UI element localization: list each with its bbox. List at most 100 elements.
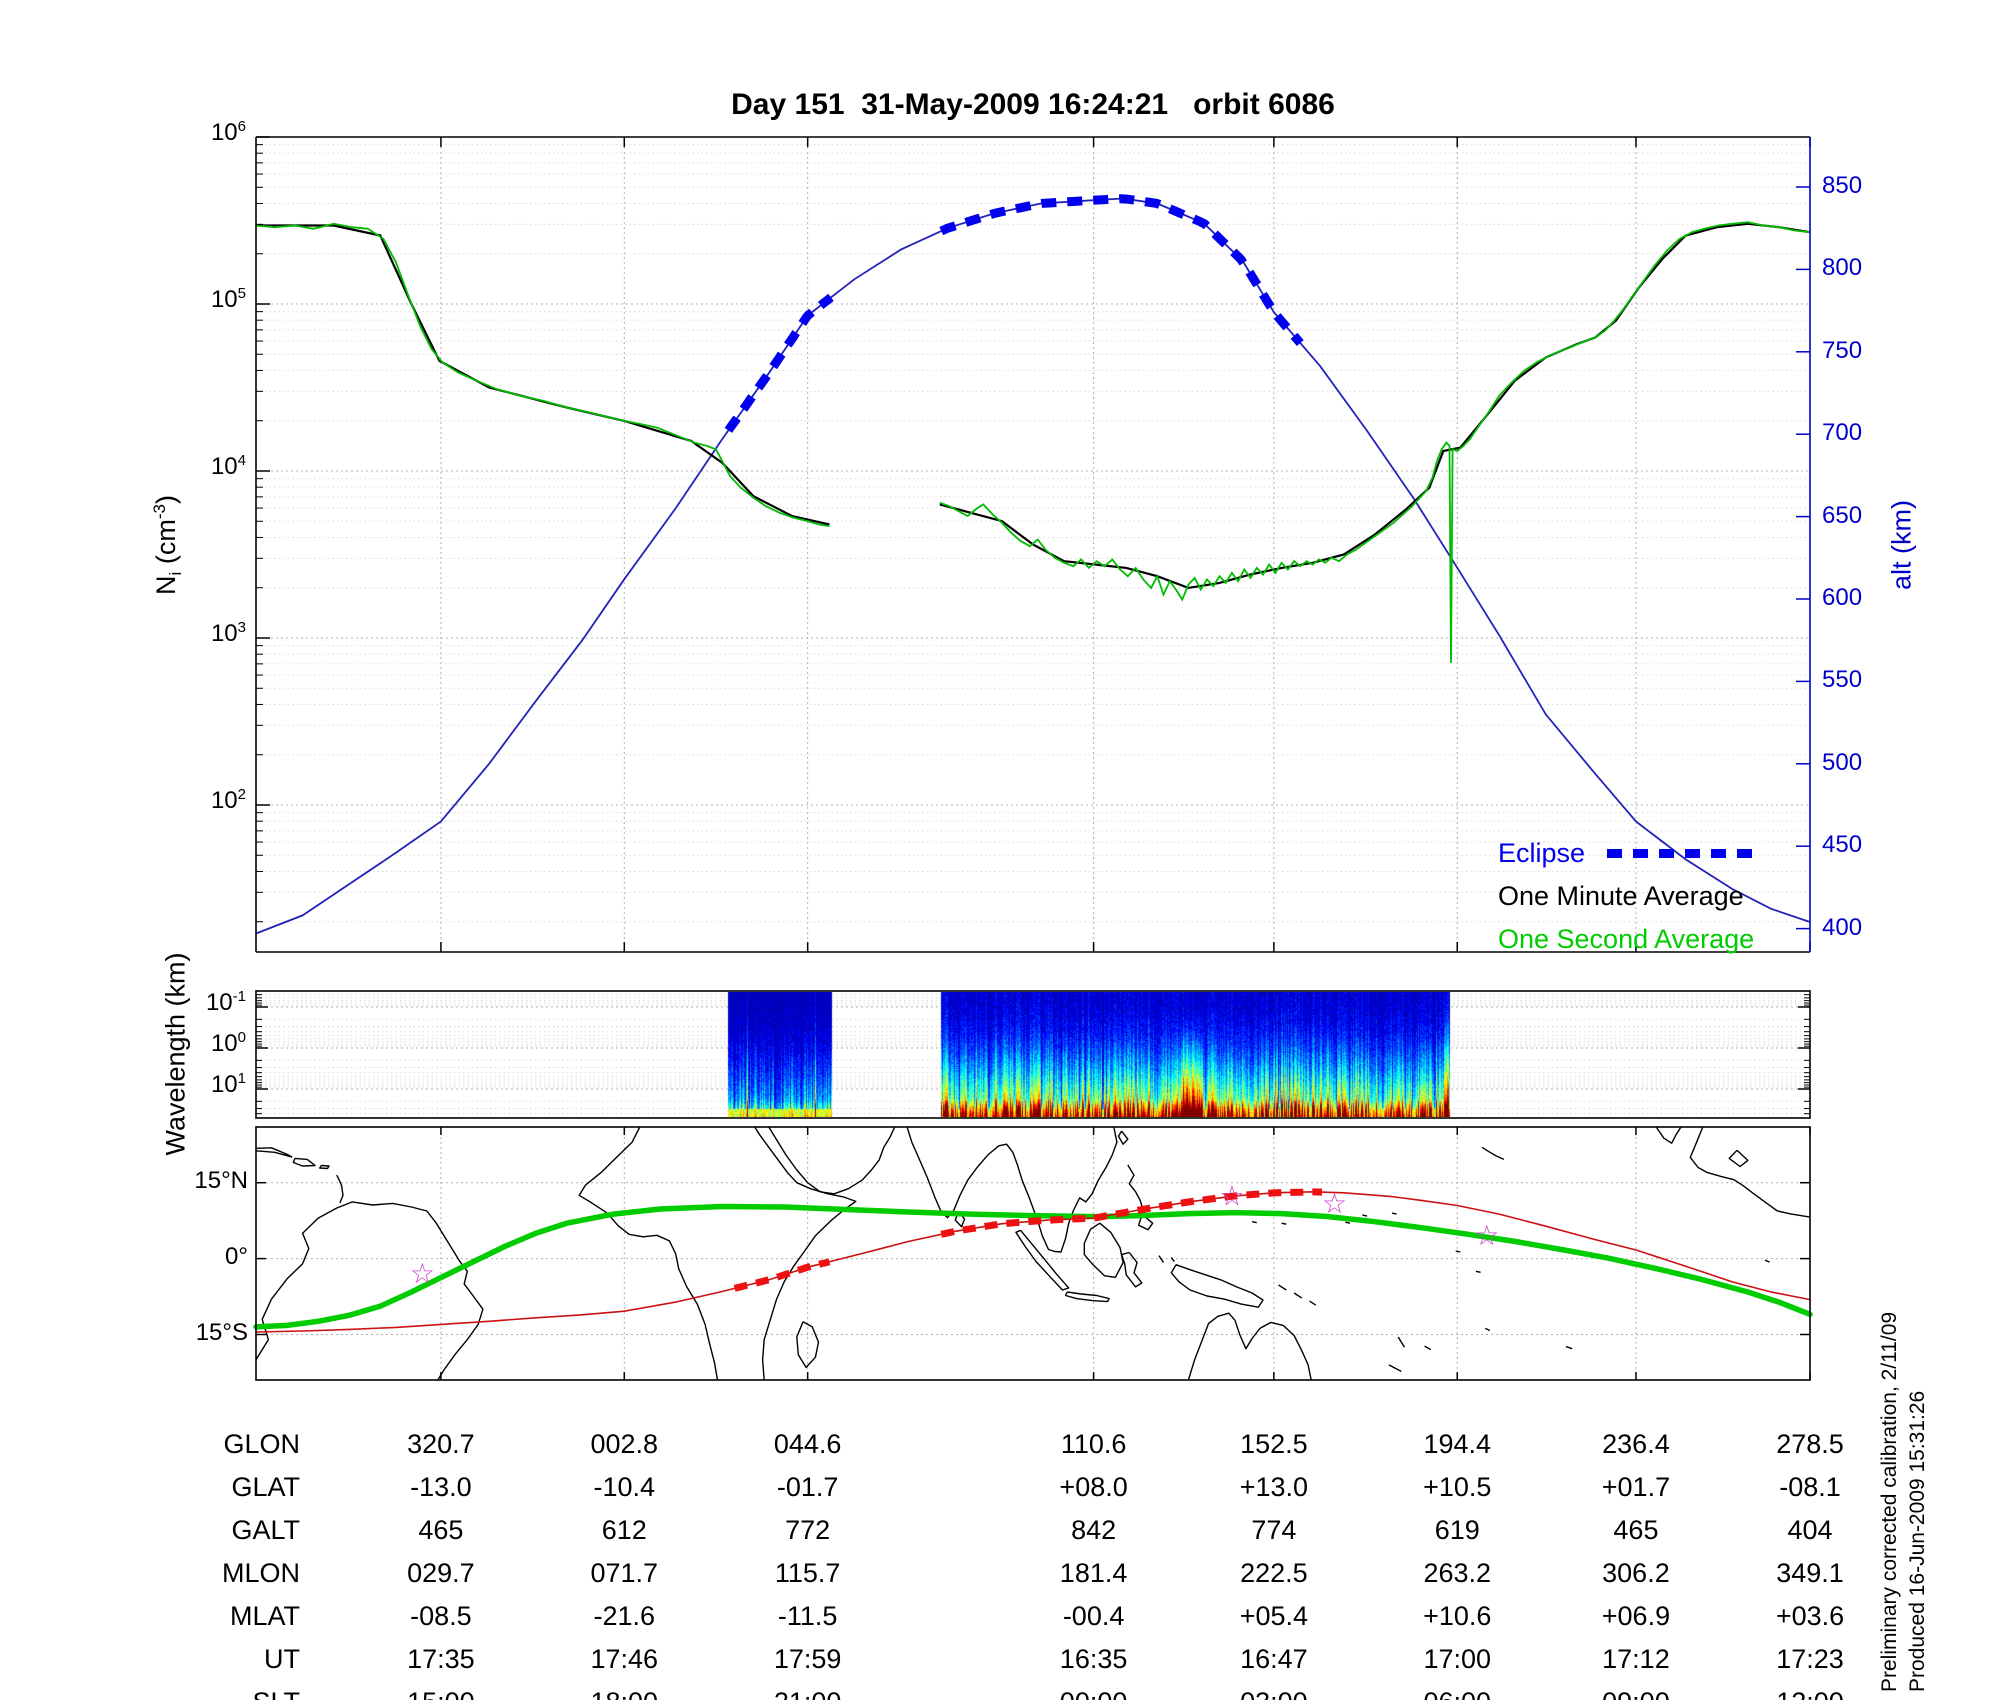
- coastline: [1158, 1255, 1165, 1263]
- map-eclipse-segment: [733, 1258, 831, 1292]
- table-cell: 071.7: [590, 1558, 659, 1588]
- table-cell: 03:00: [1199, 1687, 1349, 1700]
- latitude-tick-label: 0°: [225, 1242, 248, 1270]
- coastline: [1728, 1149, 1749, 1168]
- coastline: [1064, 1291, 1110, 1303]
- coastline: [1083, 1222, 1124, 1278]
- table-cell: 18:00: [549, 1687, 699, 1700]
- coastline: [1117, 1130, 1129, 1145]
- table-cell: 00:00: [1019, 1687, 1169, 1700]
- table-cell: -01.7: [776, 1472, 839, 1502]
- figure-title: Day 151 31-May-2009 16:24:21 orbit 6086: [731, 88, 1335, 121]
- table-cell: 06:00: [1382, 1687, 1532, 1700]
- table-cell: 09:00: [1561, 1687, 1711, 1700]
- density-tick-label: 105: [210, 285, 246, 313]
- table-cell: 842: [1071, 1515, 1117, 1545]
- coastline: [1565, 1345, 1573, 1350]
- table-cell: 236.4: [1602, 1429, 1670, 1459]
- ground-station-star: ☆: [1219, 1180, 1244, 1211]
- coastline: [1120, 1251, 1143, 1288]
- table-cell: +08.0: [1059, 1472, 1128, 1502]
- magnetic-equator-line: [253, 1203, 1813, 1330]
- table-cell: +13.0: [1239, 1472, 1309, 1502]
- coastline: [1187, 1312, 1312, 1381]
- table-cell: +06.9: [1601, 1601, 1671, 1631]
- one-minute-average-curve: [939, 222, 1811, 590]
- table-cell: 194.4: [1423, 1429, 1492, 1459]
- side-note-produced: Produced 16-Jun-2009 15:31:26: [1906, 1390, 1929, 1692]
- coastline: [1388, 1364, 1402, 1373]
- table-cell: -08.1: [1779, 1472, 1841, 1502]
- coastline: [1278, 1284, 1287, 1291]
- altitude-tick-label: 700: [1822, 419, 1863, 447]
- table-row-label: GLAT: [231, 1472, 300, 1502]
- wavelength-tick-label: 10-1: [205, 988, 246, 1016]
- table-cell: 619: [1434, 1515, 1480, 1545]
- altitude-tick-label: 850: [1822, 172, 1863, 199]
- legend-row-one-minute: One Minute Average: [1498, 875, 1759, 918]
- coastline: [1689, 1126, 1811, 1218]
- table-cell: 349.1: [1776, 1558, 1844, 1588]
- coastline: [1655, 1126, 1682, 1144]
- coastline: [1127, 1164, 1154, 1231]
- altitude-tick-label: 400: [1822, 913, 1863, 941]
- table-cell: 263.2: [1423, 1558, 1492, 1588]
- density-tick-label: 104: [210, 452, 246, 480]
- coastline: [1281, 1222, 1287, 1225]
- coastline: [255, 1147, 293, 1158]
- table-cell: -00.4: [1062, 1601, 1125, 1631]
- coastline: [1309, 1300, 1317, 1306]
- table-cell: 306.2: [1602, 1558, 1670, 1588]
- coastline: [1475, 1270, 1481, 1273]
- density-tick-label: 106: [210, 118, 246, 146]
- map-eclipse-segment: [940, 1188, 1323, 1238]
- legend-one-second-label: One Second Average: [1498, 924, 1755, 954]
- latitude-tick-label: 15°N: [194, 1166, 248, 1194]
- altitude-tick-label: 550: [1822, 666, 1863, 694]
- altitude-tick-label: 450: [1822, 831, 1863, 859]
- wavelength-tick-label: 100: [210, 1029, 246, 1057]
- coastline: [336, 1174, 344, 1204]
- coastline: [796, 1321, 820, 1369]
- satellite-ground-track: [255, 1190, 1811, 1333]
- eclipse-marker-segment: [724, 293, 834, 433]
- coastline: [1455, 1250, 1461, 1253]
- table-cell: -21.6: [593, 1601, 656, 1631]
- altitude-tick-label: 500: [1822, 748, 1863, 776]
- density-axis-label: Ni (cm-3): [149, 495, 186, 595]
- table-row-label: UT: [264, 1644, 300, 1674]
- altitude-tick-label: 800: [1822, 254, 1863, 282]
- table-cell: 774: [1251, 1515, 1297, 1545]
- one-minute-average-curve: [256, 224, 830, 526]
- table-cell: 152.5: [1240, 1429, 1308, 1459]
- table-row-label: GLON: [223, 1429, 300, 1459]
- coastline: [1424, 1345, 1432, 1351]
- legend-one-minute-label: One Minute Average: [1498, 881, 1744, 911]
- coastline: [1391, 1212, 1397, 1215]
- coastline: [255, 1201, 484, 1381]
- table-cell: 17:59: [773, 1644, 842, 1674]
- coastline: [292, 1157, 316, 1167]
- coastline: [1170, 1264, 1264, 1308]
- table-cell: +01.7: [1601, 1472, 1671, 1502]
- table-row-label: MLAT: [229, 1601, 300, 1631]
- table-cell: -13.0: [410, 1472, 472, 1502]
- table-row-label: SLT: [130, 1687, 300, 1700]
- table-cell: 465: [1613, 1515, 1659, 1545]
- table-cell: 17:23: [1776, 1644, 1844, 1674]
- coastline: [1293, 1292, 1303, 1299]
- table-cell: 17:12: [1602, 1644, 1670, 1674]
- table-cell: 17:00: [1423, 1644, 1492, 1674]
- table-cell: 320.7: [407, 1429, 475, 1459]
- legend-row-eclipse: Eclipse: [1498, 832, 1760, 875]
- coastline: [906, 1126, 1118, 1253]
- table-cell: 15:00: [366, 1687, 516, 1700]
- table-cell: 12:00: [1735, 1687, 1885, 1700]
- table-cell: 612: [601, 1515, 647, 1545]
- table-cell: 16:47: [1240, 1644, 1308, 1674]
- coastline: [578, 1126, 719, 1381]
- latitude-tick-label: 15°S: [195, 1318, 248, 1346]
- table-cell: 181.4: [1059, 1558, 1128, 1588]
